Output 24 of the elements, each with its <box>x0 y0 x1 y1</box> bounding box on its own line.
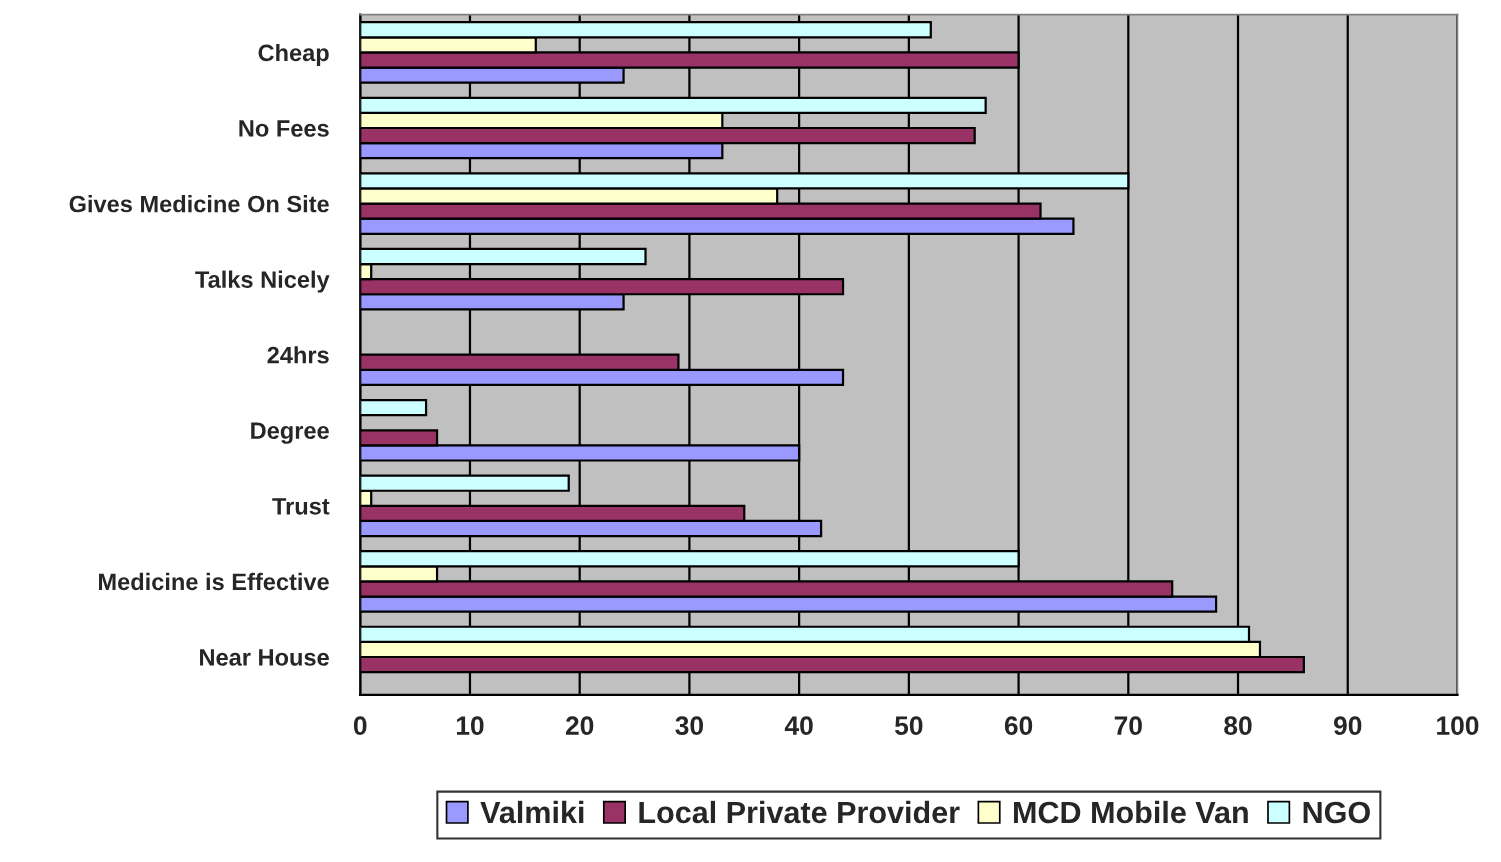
x-tick-label: 30 <box>675 716 704 736</box>
x-tick-label: 10 <box>456 716 484 735</box>
legend-label: Valmiki <box>480 800 584 824</box>
x-tick-label: 70 <box>1114 716 1142 735</box>
x-tick-label: 90 <box>1333 716 1362 735</box>
x-tick-label: 0 <box>353 716 367 735</box>
y-tick-label: Gives Medicine On Site <box>69 195 329 213</box>
legend-label: MCD Mobile Van <box>1014 800 1248 824</box>
y-tick-label: Near House <box>200 649 329 666</box>
y-tick-label: Talks Nicely <box>195 270 330 293</box>
x-tick-label: 20 <box>565 716 594 735</box>
y-tick-label: 24hrs <box>267 346 329 364</box>
y-tick-label: Degree <box>251 422 329 444</box>
y-tick-label: Cheap <box>258 43 329 66</box>
x-tick-label: 80 <box>1224 716 1252 735</box>
x-tick-label: 50 <box>894 716 923 735</box>
x-tick-label: 60 <box>1004 716 1033 735</box>
y-tick-label: Trust <box>272 498 330 515</box>
y-tick-label: No Fees <box>239 120 329 137</box>
y-tick-label: Medicine is Effective <box>99 572 329 591</box>
legend-label: Local Private Provider <box>639 800 960 824</box>
legend-label: NGO <box>1303 801 1370 824</box>
x-tick-label: 40 <box>784 716 813 735</box>
x-tick-label: 100 <box>1437 716 1479 735</box>
